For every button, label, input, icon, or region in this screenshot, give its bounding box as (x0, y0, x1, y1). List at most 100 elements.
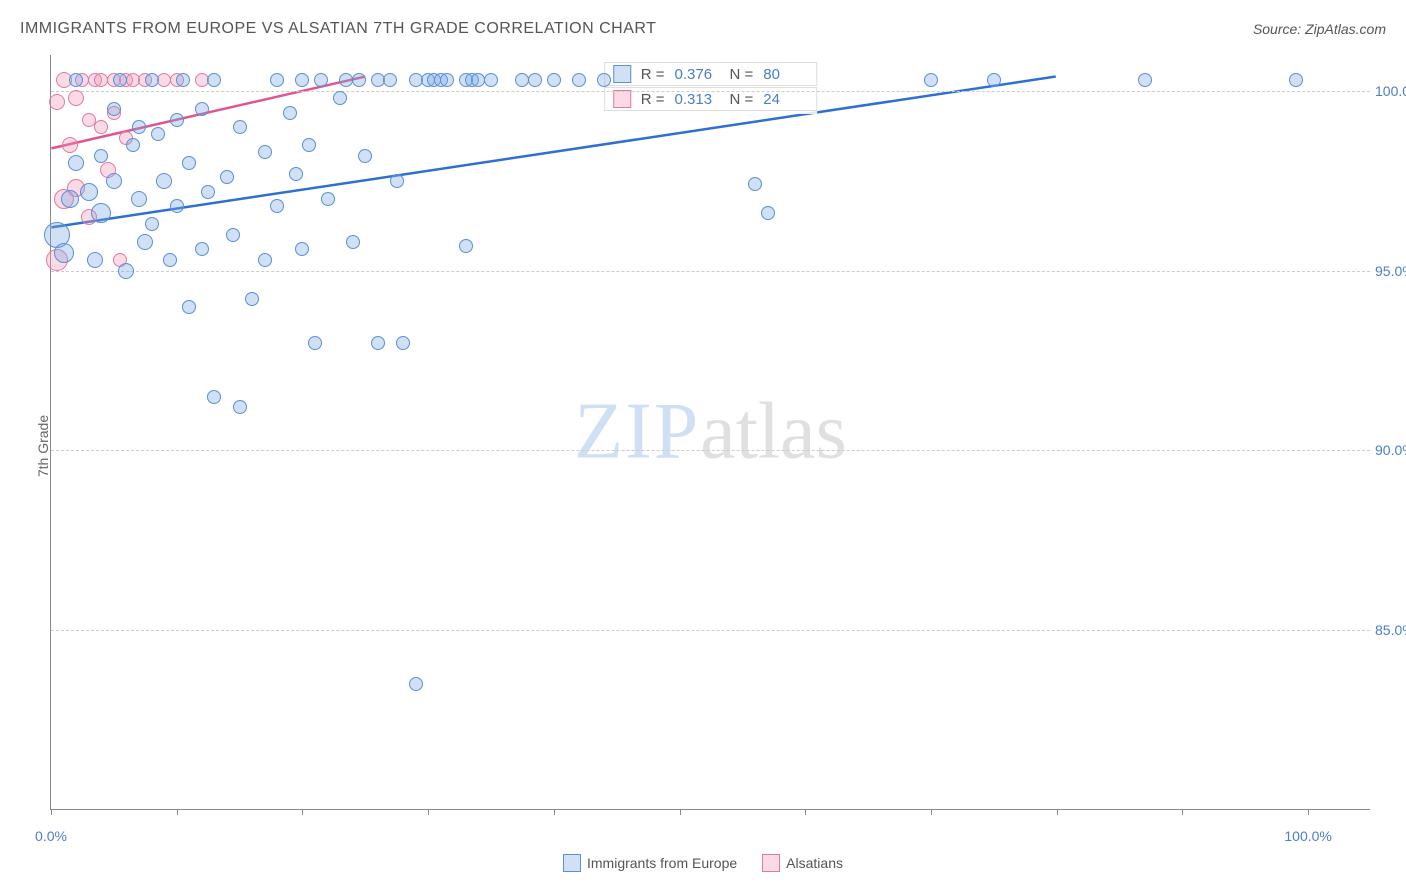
data-point (68, 90, 84, 106)
data-point (207, 73, 221, 87)
data-point (132, 120, 146, 134)
data-point (270, 73, 284, 87)
data-point (233, 400, 247, 414)
data-point (358, 149, 372, 163)
data-point (547, 73, 561, 87)
data-point (91, 203, 111, 223)
x-tick (428, 809, 429, 815)
y-tick-label: 100.0% (1375, 83, 1406, 99)
data-point (107, 102, 121, 116)
data-point (170, 113, 184, 127)
data-point (1138, 73, 1152, 87)
data-point (289, 167, 303, 181)
x-tick (177, 809, 178, 815)
data-point (207, 390, 221, 404)
chart-title: IMMIGRANTS FROM EUROPE VS ALSATIAN 7TH G… (20, 20, 656, 38)
data-point (572, 73, 586, 87)
trend-lines (51, 55, 1370, 809)
data-point (295, 242, 309, 256)
data-point (195, 102, 209, 116)
stats-legend-box: R = 0.376 N = 80 R = 0.313 N = 24 (604, 60, 818, 114)
x-tick (1308, 809, 1309, 815)
data-point (61, 190, 79, 208)
data-point (182, 300, 196, 314)
bottom-legend: Immigrants from Europe Alsatians (0, 854, 1406, 872)
data-point (170, 199, 184, 213)
data-point (80, 183, 98, 201)
x-tick (1182, 809, 1183, 815)
data-point (49, 94, 65, 110)
scatter-plot-area: ZIPatlas R = 0.376 N = 80 R = 0.313 N = … (50, 55, 1370, 810)
data-point (390, 174, 404, 188)
data-point (484, 73, 498, 87)
data-point (156, 173, 172, 189)
data-point (258, 253, 272, 267)
data-point (1289, 73, 1303, 87)
data-point (195, 242, 209, 256)
data-point (137, 234, 153, 250)
data-point (94, 120, 108, 134)
data-point (987, 73, 1001, 87)
data-point (54, 243, 74, 263)
data-point (145, 73, 159, 87)
data-point (151, 127, 165, 141)
data-point (346, 235, 360, 249)
data-point (440, 73, 454, 87)
swatch-blue (613, 65, 631, 83)
swatch-pink (762, 854, 780, 872)
data-point (396, 336, 410, 350)
data-point (761, 206, 775, 220)
gridline (51, 630, 1370, 631)
data-point (201, 185, 215, 199)
gridline (51, 450, 1370, 451)
data-point (62, 137, 78, 153)
data-point (383, 73, 397, 87)
x-tick (302, 809, 303, 815)
x-tick (931, 809, 932, 815)
swatch-blue (563, 854, 581, 872)
data-point (748, 177, 762, 191)
data-point (182, 156, 196, 170)
data-point (163, 253, 177, 267)
data-point (333, 91, 347, 105)
x-tick (680, 809, 681, 815)
data-point (352, 73, 366, 87)
data-point (126, 138, 140, 152)
gridline (51, 271, 1370, 272)
data-point (87, 252, 103, 268)
data-point (283, 106, 297, 120)
data-point (69, 73, 83, 87)
data-point (258, 145, 272, 159)
data-point (459, 239, 473, 253)
data-point (924, 73, 938, 87)
x-tick (1057, 809, 1058, 815)
data-point (295, 73, 309, 87)
data-point (597, 73, 611, 87)
y-axis-title: 7th Grade (35, 415, 51, 477)
x-tick (554, 809, 555, 815)
data-point (314, 73, 328, 87)
data-point (528, 73, 542, 87)
data-point (308, 336, 322, 350)
y-tick-label: 85.0% (1375, 622, 1406, 638)
data-point (371, 336, 385, 350)
x-tick (805, 809, 806, 815)
data-point (233, 120, 247, 134)
data-point (226, 228, 240, 242)
data-point (118, 263, 134, 279)
legend-item-blue: Immigrants from Europe (563, 854, 737, 872)
legend-item-pink: Alsatians (762, 854, 843, 872)
data-point (131, 191, 147, 207)
data-point (321, 192, 335, 206)
swatch-pink (613, 90, 631, 108)
data-point (145, 217, 159, 231)
x-tick-label: 0.0% (35, 828, 67, 844)
data-point (270, 199, 284, 213)
data-point (106, 173, 122, 189)
gridline (51, 91, 1370, 92)
data-point (245, 292, 259, 306)
data-point (302, 138, 316, 152)
data-point (94, 149, 108, 163)
data-point (176, 73, 190, 87)
y-tick-label: 95.0% (1375, 263, 1406, 279)
